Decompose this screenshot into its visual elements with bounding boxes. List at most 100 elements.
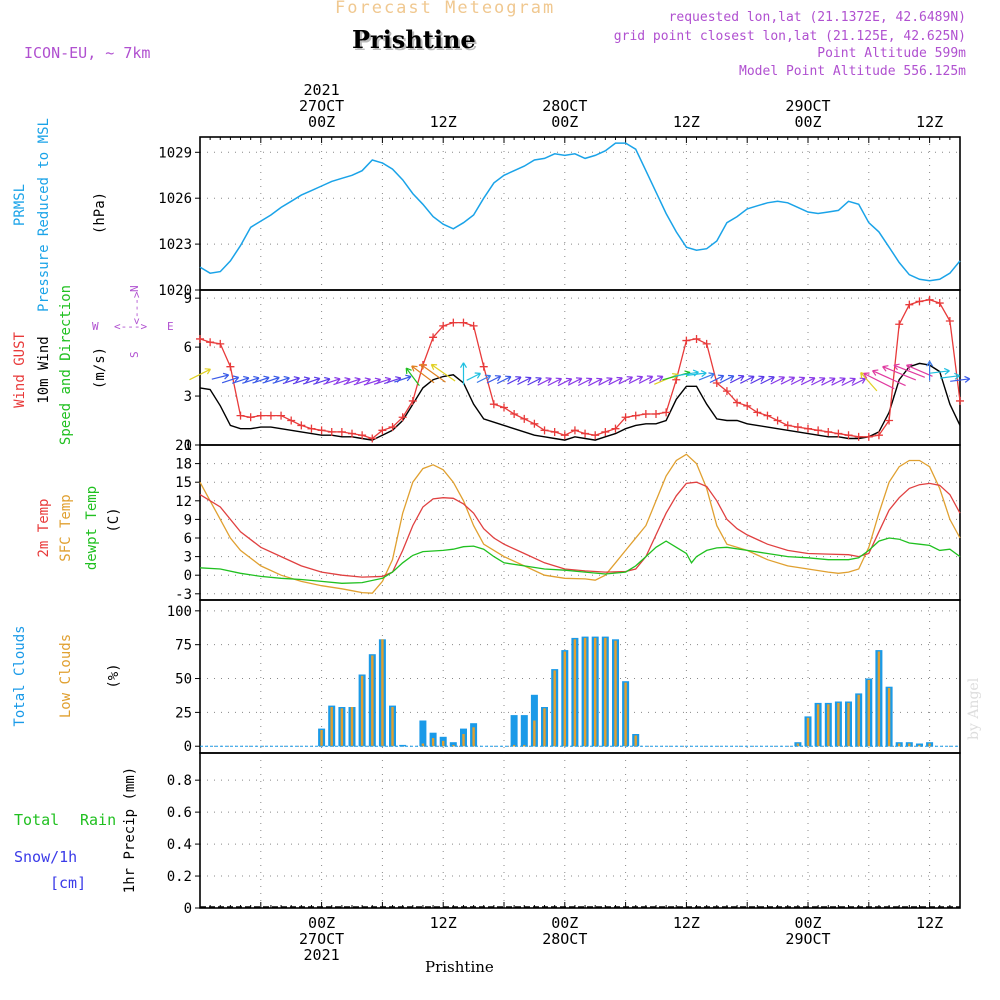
total-cloud-bar bbox=[449, 742, 457, 747]
time-label-top: 00Z bbox=[308, 113, 335, 131]
low-cloud-bar bbox=[887, 688, 891, 747]
wind-direction-arrow bbox=[302, 376, 321, 385]
y-tick-label: 0 bbox=[184, 438, 192, 454]
low-cloud-bar bbox=[877, 651, 881, 747]
gust-marker bbox=[266, 411, 275, 420]
wind-direction-arrow bbox=[872, 369, 906, 387]
precip-snow-label: Snow/1h bbox=[14, 848, 77, 866]
gust-marker bbox=[570, 426, 579, 435]
wind-direction-arrow bbox=[557, 377, 573, 387]
panel-frame-wind bbox=[199, 289, 961, 446]
gust-marker bbox=[945, 317, 954, 325]
y-tick-label: 1020 bbox=[158, 283, 192, 299]
panel-frame-precip bbox=[199, 752, 961, 909]
time-label-top: 12Z bbox=[430, 113, 457, 131]
low-cloud-bar bbox=[442, 740, 445, 747]
low-cloud-bar bbox=[806, 717, 810, 747]
low-cloud-bar bbox=[816, 704, 820, 747]
total-cloud-bar bbox=[510, 715, 518, 747]
gust-marker bbox=[621, 413, 630, 422]
wind-direction-arrow bbox=[940, 372, 960, 380]
wind-direction-arrow bbox=[476, 374, 492, 384]
gust-marker bbox=[337, 427, 346, 436]
time-label-bottom: 28OCT bbox=[542, 930, 587, 948]
gust-marker bbox=[783, 421, 792, 430]
wind-direction-arrow bbox=[547, 377, 563, 387]
gust-marker bbox=[702, 339, 711, 348]
panel-axis-label: Pressure Reduced to MSL bbox=[36, 118, 52, 312]
time-label-top: 28OCT bbox=[542, 97, 587, 115]
y-tick-label: 0.8 bbox=[167, 773, 192, 789]
panel-frame-pressure bbox=[199, 136, 961, 291]
wind-direction-arrow bbox=[232, 375, 250, 384]
low-cloud-bar bbox=[614, 640, 617, 747]
precip-unit-label: [cm] bbox=[50, 874, 86, 892]
time-label-top: 2021 bbox=[304, 81, 340, 99]
wind-direction-arrow bbox=[811, 377, 826, 386]
gust-marker bbox=[236, 411, 245, 420]
time-label-top: 00Z bbox=[794, 113, 821, 131]
gust-marker bbox=[935, 299, 944, 308]
time-label-bottom: 29OCT bbox=[785, 930, 830, 948]
time-label-bottom: 2021 bbox=[304, 946, 340, 964]
total-cloud-bar bbox=[916, 743, 923, 747]
gust-marker bbox=[722, 387, 731, 396]
wind-direction-arrow bbox=[926, 360, 934, 381]
gust-marker bbox=[348, 429, 356, 438]
gust-marker bbox=[864, 432, 873, 441]
panel-axis-label: Wind GUST bbox=[12, 332, 28, 408]
low-cloud-bar bbox=[553, 670, 556, 747]
wind-direction-arrow bbox=[537, 377, 552, 386]
total-cloud-bar bbox=[419, 720, 427, 747]
wind-direction-arrow bbox=[353, 377, 371, 386]
time-label-top: 27OCT bbox=[299, 97, 344, 115]
wind-direction-arrow bbox=[893, 363, 926, 378]
gust-marker bbox=[682, 336, 691, 345]
gust-marker bbox=[773, 416, 782, 425]
low-cloud-bar bbox=[330, 707, 333, 747]
y-tick-label: 100 bbox=[167, 604, 192, 620]
wind-direction-arrow bbox=[405, 367, 420, 387]
wind-direction-arrow bbox=[282, 376, 300, 385]
gust-marker bbox=[449, 318, 458, 327]
low-cloud-bar bbox=[472, 727, 475, 747]
pressure-line bbox=[199, 142, 961, 282]
gust-marker bbox=[692, 334, 701, 343]
y-tick-label: 9 bbox=[184, 512, 192, 528]
compass-n: N bbox=[128, 285, 141, 292]
panel-axis-label: 1hr Precip (mm) bbox=[122, 767, 138, 893]
wind-direction-arrow bbox=[313, 376, 331, 385]
wind-direction-arrow bbox=[496, 375, 512, 385]
wind-direction-arrow bbox=[831, 377, 846, 386]
wind-direction-arrow bbox=[292, 376, 311, 385]
y-tick-label: 12 bbox=[175, 494, 192, 510]
gust-marker bbox=[510, 410, 519, 418]
low-cloud-bar bbox=[512, 744, 516, 747]
y-tick-label: 50 bbox=[175, 672, 192, 688]
gust-marker bbox=[297, 421, 306, 430]
gust-marker bbox=[915, 297, 924, 306]
panel-axis-label: dewpt Temp bbox=[84, 486, 100, 570]
wind-direction-arrow bbox=[780, 376, 796, 385]
low-cloud-bar bbox=[796, 743, 800, 747]
gust-marker bbox=[652, 410, 660, 418]
gust-marker bbox=[854, 432, 863, 441]
wind-direction-arrow bbox=[527, 377, 542, 386]
low-cloud-bar bbox=[391, 707, 394, 747]
wind-direction-arrow bbox=[420, 363, 446, 383]
low-cloud-bar bbox=[533, 720, 536, 747]
panel-axis-label: 10m Wind bbox=[36, 336, 52, 403]
compass-s: S bbox=[128, 351, 141, 358]
wind-direction-arrow bbox=[686, 370, 707, 378]
y-tick-label: 21 bbox=[175, 438, 192, 454]
y-tick-label: 1029 bbox=[158, 145, 192, 161]
wind-direction-arrow bbox=[906, 363, 933, 377]
total-cloud-bar bbox=[399, 744, 407, 747]
wind-direction-arrow bbox=[430, 363, 456, 382]
wind-direction-arrow bbox=[517, 376, 532, 386]
gust-marker bbox=[540, 426, 549, 435]
wind-direction-arrow bbox=[851, 377, 867, 387]
wind-direction-arrow bbox=[394, 374, 412, 383]
wind-direction-arrow bbox=[882, 365, 917, 381]
